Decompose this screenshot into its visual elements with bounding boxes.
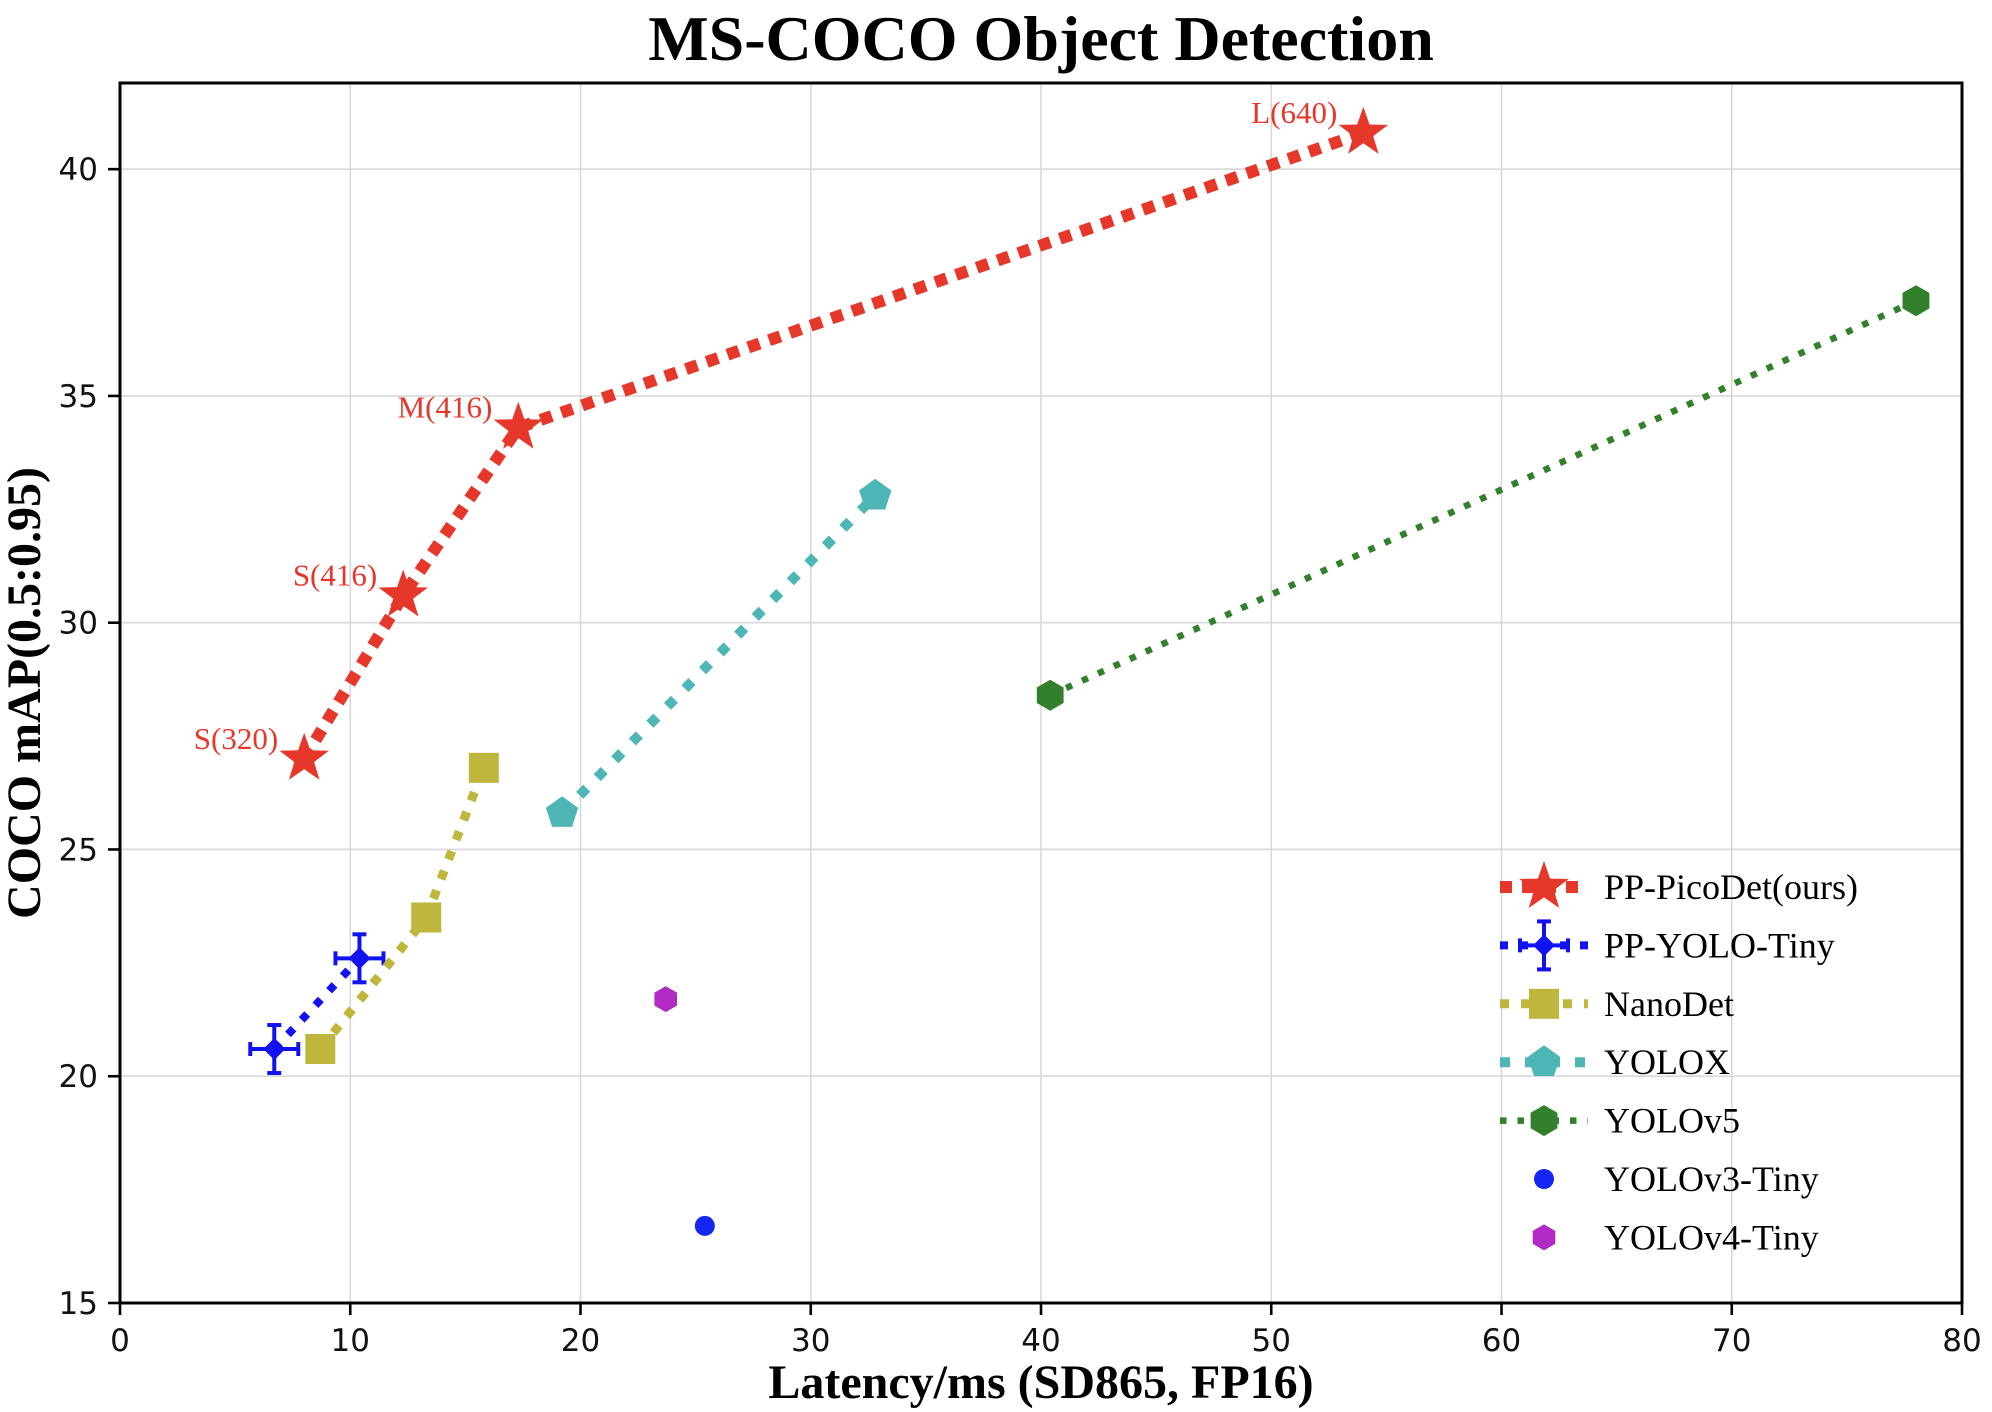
x-tick-label-70: 70 xyxy=(1712,1323,1751,1359)
point-label-S(416): S(416) xyxy=(293,557,377,592)
marker-NanoDet xyxy=(468,752,499,783)
marker-PP-YOLO-Tiny xyxy=(248,1023,301,1076)
legend-label-YOLOv4-Tiny: YOLOv4-Tiny xyxy=(1604,1217,1819,1257)
series-line xyxy=(271,955,363,1052)
legend-label-YOLOX: YOLOX xyxy=(1604,1042,1730,1082)
chart-title: MS-COCO Object Detection xyxy=(648,3,1434,74)
legend-label-YOLOv3-Tiny: YOLOv3-Tiny xyxy=(1604,1159,1819,1199)
point-label-M(416): M(416) xyxy=(398,390,493,425)
series-NanoDet xyxy=(305,752,499,1065)
legend-entry-YOLOv3-Tiny: YOLOv3-Tiny xyxy=(1534,1159,1819,1199)
x-tick-label-30: 30 xyxy=(791,1323,830,1359)
marker-YOLOv5 xyxy=(1902,285,1930,317)
legend-marker-plus-errorbar xyxy=(1518,919,1570,972)
x-tick-label-0: 0 xyxy=(110,1323,130,1359)
x-tick-label-20: 20 xyxy=(561,1323,600,1359)
series-YOLOv4-Tiny xyxy=(654,986,677,1013)
marker-PP-PicoDet(ours) xyxy=(378,569,428,617)
y-tick-label-25: 25 xyxy=(59,832,98,868)
legend-label-PP-PicoDet(ours): PP-PicoDet(ours) xyxy=(1604,867,1858,907)
x-tick-label-60: 60 xyxy=(1482,1323,1521,1359)
marker-YOLOv5 xyxy=(1036,679,1064,711)
series-YOLOv3-Tiny xyxy=(694,1215,715,1236)
series-PP-YOLO-Tiny xyxy=(248,932,386,1076)
marker-YOLOv4-Tiny xyxy=(654,986,677,1013)
series-line xyxy=(299,127,1366,762)
plus-marker xyxy=(263,1038,286,1060)
x-tick-label-40: 40 xyxy=(1021,1323,1060,1359)
legend-marker-hexagon xyxy=(1530,1105,1558,1137)
series-layer xyxy=(248,106,1930,1236)
legend-layer: PP-PicoDet(ours) PP-YOLO-Tiny NanoDet YOLOX… xyxy=(1500,861,1858,1257)
legend-entry-PP-PicoDet(ours): PP-PicoDet(ours) xyxy=(1500,861,1858,908)
plus-marker xyxy=(1533,934,1555,957)
y-tick-label-35: 35 xyxy=(59,379,98,415)
legend-entry-YOLOX: YOLOX xyxy=(1500,1042,1730,1082)
legend-marker-pentagon xyxy=(1527,1045,1561,1076)
plus-marker xyxy=(348,947,371,970)
legend-entry-YOLOv4-Tiny: YOLOv4-Tiny xyxy=(1532,1217,1819,1257)
series-YOLOv5 xyxy=(1036,285,1930,711)
marker-PP-YOLO-Tiny xyxy=(333,932,386,985)
series-YOLOX xyxy=(545,478,892,827)
series-line xyxy=(316,766,488,1052)
y-tick-label-40: 40 xyxy=(59,152,98,188)
marker-YOLOX xyxy=(859,478,892,510)
legend-marker-star xyxy=(1519,861,1569,908)
y-axis-label: COCO mAP(0.5:0.95) xyxy=(0,467,51,919)
marker-NanoDet xyxy=(411,902,442,933)
legend-marker-circle xyxy=(1534,1169,1554,1189)
x-tick-label-80: 80 xyxy=(1942,1323,1981,1359)
x-axis-label: Latency/ms (SD865, FP16) xyxy=(768,1356,1313,1409)
y-tick-label-30: 30 xyxy=(59,606,98,642)
legend-marker-hexagon-small xyxy=(1532,1224,1556,1251)
legend-entry-NanoDet: NanoDet xyxy=(1500,984,1734,1024)
legend-entry-YOLOv5: YOLOv5 xyxy=(1500,1101,1740,1141)
y-tick-label-20: 20 xyxy=(59,1059,98,1095)
point-label-L(640): L(640) xyxy=(1251,95,1337,130)
legend-label-NanoDet: NanoDet xyxy=(1604,984,1734,1024)
annotation-layer: S(320) S(416) M(416) L(640) xyxy=(194,95,1338,756)
legend-label-PP-YOLO-Tiny: PP-YOLO-Tiny xyxy=(1604,925,1835,965)
marker-PP-PicoDet(ours) xyxy=(493,401,544,449)
x-tick-label-10: 10 xyxy=(331,1323,370,1359)
marker-NanoDet xyxy=(305,1034,336,1065)
y-tick-label-15: 15 xyxy=(59,1286,98,1322)
marker-YOLOX xyxy=(545,796,579,827)
series-line xyxy=(558,492,879,817)
point-label-S(320): S(320) xyxy=(194,721,278,756)
marker-PP-PicoDet(ours) xyxy=(1338,106,1389,154)
legend-entry-PP-YOLO-Tiny: PP-YOLO-Tiny xyxy=(1500,919,1835,972)
legend-marker-square xyxy=(1529,988,1559,1019)
axes-layer: 0 10 20 30 40 50 60 70 80 15 20 25 30 35 40 xyxy=(59,81,1982,1359)
series-line xyxy=(1048,297,1918,699)
marker-YOLOv3-Tiny xyxy=(694,1215,715,1236)
legend-label-YOLOv5: YOLOv5 xyxy=(1604,1101,1740,1141)
marker-PP-PicoDet(ours) xyxy=(279,732,329,780)
x-tick-label-50: 50 xyxy=(1252,1323,1291,1359)
grid-layer xyxy=(120,83,1962,1303)
series-PP-PicoDet(ours) xyxy=(279,106,1389,780)
